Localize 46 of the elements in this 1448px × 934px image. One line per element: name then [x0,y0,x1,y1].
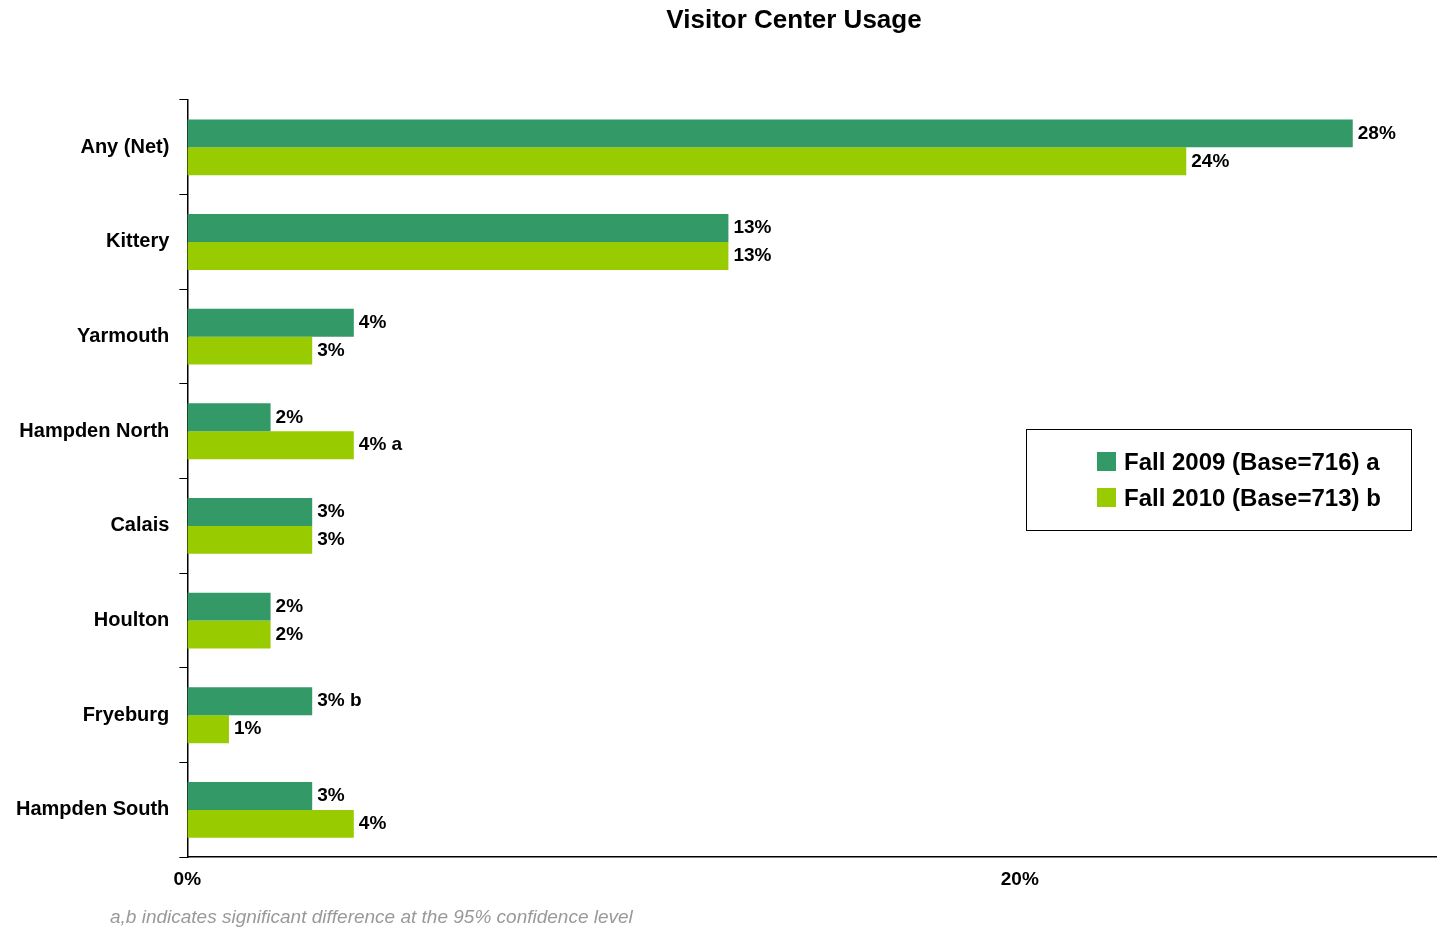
bar [187,308,354,337]
bar [187,498,313,526]
data-label: 1% [233,717,262,739]
y-tick-label: Calais [110,513,170,536]
y-tick-label: Hampden North [19,418,170,441]
bar [187,431,354,460]
data-label: 4% [358,310,387,332]
data-label: 2% [275,594,304,616]
data-label: 3% [317,338,345,360]
data-label: 13% [733,244,772,266]
data-label: 4% a [358,433,403,455]
bar [187,119,1353,148]
data-label: 3% b [317,689,362,711]
bar [187,781,313,810]
bar [187,592,271,621]
chart-title: Visitor Center Usage [665,4,923,35]
data-label: 2% [275,622,304,644]
x-tick-label: 0% [173,867,202,889]
y-tick-label: Hampden South [15,797,170,820]
y-tick-label: Any (Net) [80,134,170,157]
data-label: 13% [733,216,772,238]
y-tick-label: Kittery [105,229,171,252]
data-label: 28% [1357,121,1396,143]
data-label: 4% [358,812,387,834]
bar [187,336,313,365]
bar [187,620,271,649]
data-label: 3% [317,500,345,522]
bar [187,214,729,242]
text: a,b indicates significant difference at the 95% confidence level [110,906,633,928]
data-label: 2% [275,405,304,427]
legend-label: Fall 2009 (Base=716) a [1123,447,1381,476]
bar [187,241,729,270]
legend-label: Fall 2010 (Base=713) b [1123,483,1381,512]
y-tick-label: Fryeburg [82,702,170,725]
bar [187,403,271,432]
bar [187,715,229,744]
x-tick-label: 20% [1000,867,1039,889]
bar [187,687,313,716]
bar [187,147,1187,176]
data-label: 3% [317,528,345,550]
y-tick-label: Houlton [93,608,170,631]
data-label: 24% [1191,149,1230,171]
bar [187,809,354,838]
data-label: 3% [317,784,345,806]
bar [187,525,313,554]
y-tick-label: Yarmouth [77,324,170,347]
